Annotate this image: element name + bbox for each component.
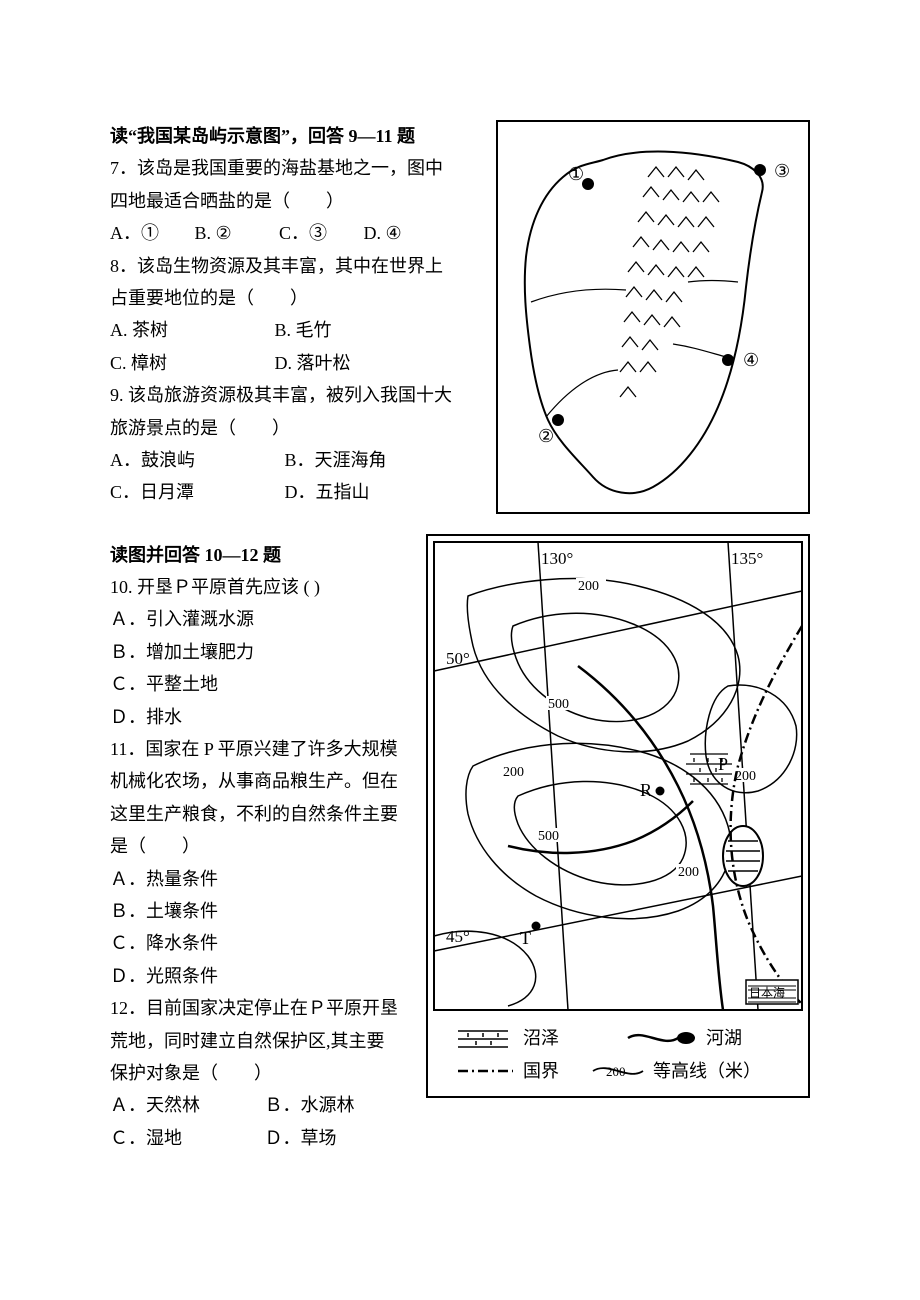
svg-text:500: 500 bbox=[548, 697, 569, 712]
text-column-2: 读图并回答 10—12 题 10. 开垦Ｐ平原首先应该 ( ) Ａ．引入灌溉水源… bbox=[110, 539, 400, 1154]
sea-label: 日本海 bbox=[749, 985, 785, 1000]
text-column: 读“我国某岛屿示意图”，回答 9—11 题 7．该岛是我国重要的海盐基地之一，图… bbox=[110, 120, 460, 509]
label-P: P bbox=[718, 754, 728, 774]
point-1-label: ① bbox=[568, 164, 584, 184]
q7-opt-d[interactable]: D. ④ bbox=[364, 217, 402, 249]
q12-opt-b[interactable]: Ｂ．水源林 bbox=[265, 1089, 355, 1121]
section2-header: 读图并回答 10—12 题 bbox=[110, 539, 400, 571]
q8-opt-b[interactable]: B. 毛竹 bbox=[275, 314, 332, 346]
question-11: 11．国家在 P 平原兴建了许多大规模机械化农场，从事商品粮生产。但在这里生产粮… bbox=[110, 733, 400, 992]
q7-opt-a[interactable]: A．① bbox=[110, 217, 190, 249]
q11-opt-c[interactable]: Ｃ．降水条件 bbox=[110, 927, 400, 959]
q11-opt-d[interactable]: Ｄ．光照条件 bbox=[110, 960, 400, 992]
q9-opt-b[interactable]: B．天涯海角 bbox=[285, 444, 387, 476]
q7-stem: 7．该岛是我国重要的海盐基地之一，图中四地最适合晒盐的是（ ） bbox=[110, 152, 460, 217]
q8-options: A. 茶树 B. 毛竹 C. 樟树 D. 落叶松 bbox=[110, 314, 460, 379]
svg-text:200: 200 bbox=[503, 765, 524, 780]
map-legend: 沼泽 河湖 国界 200 等高线（米） bbox=[458, 1028, 761, 1081]
q12-opt-a[interactable]: Ａ．天然林 bbox=[110, 1089, 260, 1121]
q12-opt-c[interactable]: Ｃ．湿地 bbox=[110, 1122, 260, 1154]
point-4-label: ④ bbox=[743, 350, 759, 370]
q11-opt-b[interactable]: Ｂ．土壤条件 bbox=[110, 895, 400, 927]
lon-135-label: 135° bbox=[731, 549, 763, 568]
legend-contour-sample: 200 bbox=[606, 1064, 626, 1079]
lat-50-label: 50° bbox=[446, 649, 470, 668]
legend-river: 河湖 bbox=[706, 1028, 742, 1048]
q11-opt-a[interactable]: Ａ．热量条件 bbox=[110, 863, 400, 895]
q10-opt-d[interactable]: Ｄ．排水 bbox=[110, 701, 400, 733]
q12-options-row1: Ａ．天然林 Ｂ．水源林 bbox=[110, 1089, 400, 1121]
question-10: 10. 开垦Ｐ平原首先应该 ( ) Ａ．引入灌溉水源 Ｂ．增加土壤肥力 Ｃ．平整… bbox=[110, 571, 400, 733]
section-plain-questions: 读图并回答 10—12 题 10. 开垦Ｐ平原首先应该 ( ) Ａ．引入灌溉水源… bbox=[110, 539, 810, 1154]
question-8: 8．该岛生物资源及其丰富，其中在世界上占重要地位的是（ ） A. 茶树 B. 毛… bbox=[110, 250, 460, 380]
q12-options-row2: Ｃ．湿地 Ｄ．草场 bbox=[110, 1122, 400, 1154]
point-2-label: ② bbox=[538, 426, 554, 446]
svg-text:200: 200 bbox=[735, 769, 756, 784]
q10-opt-a[interactable]: Ａ．引入灌溉水源 bbox=[110, 603, 400, 635]
question-9: 9. 该岛旅游资源极其丰富，被列入我国十大旅游景点的是（ ） A．鼓浪屿 B．天… bbox=[110, 379, 460, 509]
q12-opt-d[interactable]: Ｄ．草场 bbox=[265, 1122, 337, 1154]
svg-text:500: 500 bbox=[538, 829, 559, 844]
q9-options: A．鼓浪屿 B．天涯海角 C．日月潭 D．五指山 bbox=[110, 444, 460, 509]
q12-stem: 12．目前国家决定停止在Ｐ平原开垦荒地，同时建立自然保护区,其主要保护对象是（ … bbox=[110, 992, 400, 1089]
q8-opt-a[interactable]: A. 茶树 bbox=[110, 314, 270, 346]
question-7: 7．该岛是我国重要的海盐基地之一，图中四地最适合晒盐的是（ ） A．① B. ②… bbox=[110, 152, 460, 249]
island-map-svg: ① ③ ② ④ bbox=[498, 122, 808, 512]
section-island-questions: 读“我国某岛屿示意图”，回答 9—11 题 7．该岛是我国重要的海盐基地之一，图… bbox=[110, 120, 810, 509]
q9-opt-c[interactable]: C．日月潭 bbox=[110, 476, 280, 508]
topo-map-svg: 130° 135° 50° 45° 200 500 bbox=[428, 536, 808, 1096]
question-12: 12．目前国家决定停止在Ｐ平原开垦荒地，同时建立自然保护区,其主要保护对象是（ … bbox=[110, 992, 400, 1154]
q9-stem: 9. 该岛旅游资源极其丰富，被列入我国十大旅游景点的是（ ） bbox=[110, 379, 460, 444]
legend-contour: 等高线（米） bbox=[653, 1061, 761, 1081]
q8-opt-c[interactable]: C. 樟树 bbox=[110, 347, 270, 379]
island-map-figure: ① ③ ② ④ bbox=[496, 120, 810, 514]
q10-opt-b[interactable]: Ｂ．增加土壤肥力 bbox=[110, 636, 400, 668]
q7-opt-b[interactable]: B. ② bbox=[195, 217, 275, 249]
q10-opt-c[interactable]: Ｃ．平整土地 bbox=[110, 668, 400, 700]
section1-header: 读“我国某岛屿示意图”，回答 9—11 题 bbox=[110, 120, 460, 152]
svg-text:200: 200 bbox=[678, 865, 699, 880]
q8-opt-d[interactable]: D. 落叶松 bbox=[275, 347, 351, 379]
q7-opt-c[interactable]: C．③ bbox=[279, 217, 359, 249]
q9-opt-a[interactable]: A．鼓浪屿 bbox=[110, 444, 280, 476]
q7-options: A．① B. ② C．③ D. ④ bbox=[110, 217, 460, 249]
topo-map-figure: 130° 135° 50° 45° 200 500 bbox=[426, 534, 810, 1098]
q11-stem: 11．国家在 P 平原兴建了许多大规模机械化农场，从事商品粮生产。但在这里生产粮… bbox=[110, 733, 400, 863]
q10-stem: 10. 开垦Ｐ平原首先应该 ( ) bbox=[110, 571, 400, 603]
lon-130-label: 130° bbox=[541, 549, 573, 568]
legend-swamp: 沼泽 bbox=[523, 1028, 559, 1048]
label-R: R bbox=[640, 780, 652, 800]
point-3-label: ③ bbox=[774, 161, 790, 181]
q9-opt-d[interactable]: D．五指山 bbox=[285, 476, 370, 508]
label-T: T bbox=[520, 928, 531, 948]
svg-text:200: 200 bbox=[578, 579, 599, 594]
legend-border: 国界 bbox=[523, 1061, 559, 1081]
lat-45-label: 45° bbox=[446, 927, 470, 946]
q8-stem: 8．该岛生物资源及其丰富，其中在世界上占重要地位的是（ ） bbox=[110, 250, 460, 315]
